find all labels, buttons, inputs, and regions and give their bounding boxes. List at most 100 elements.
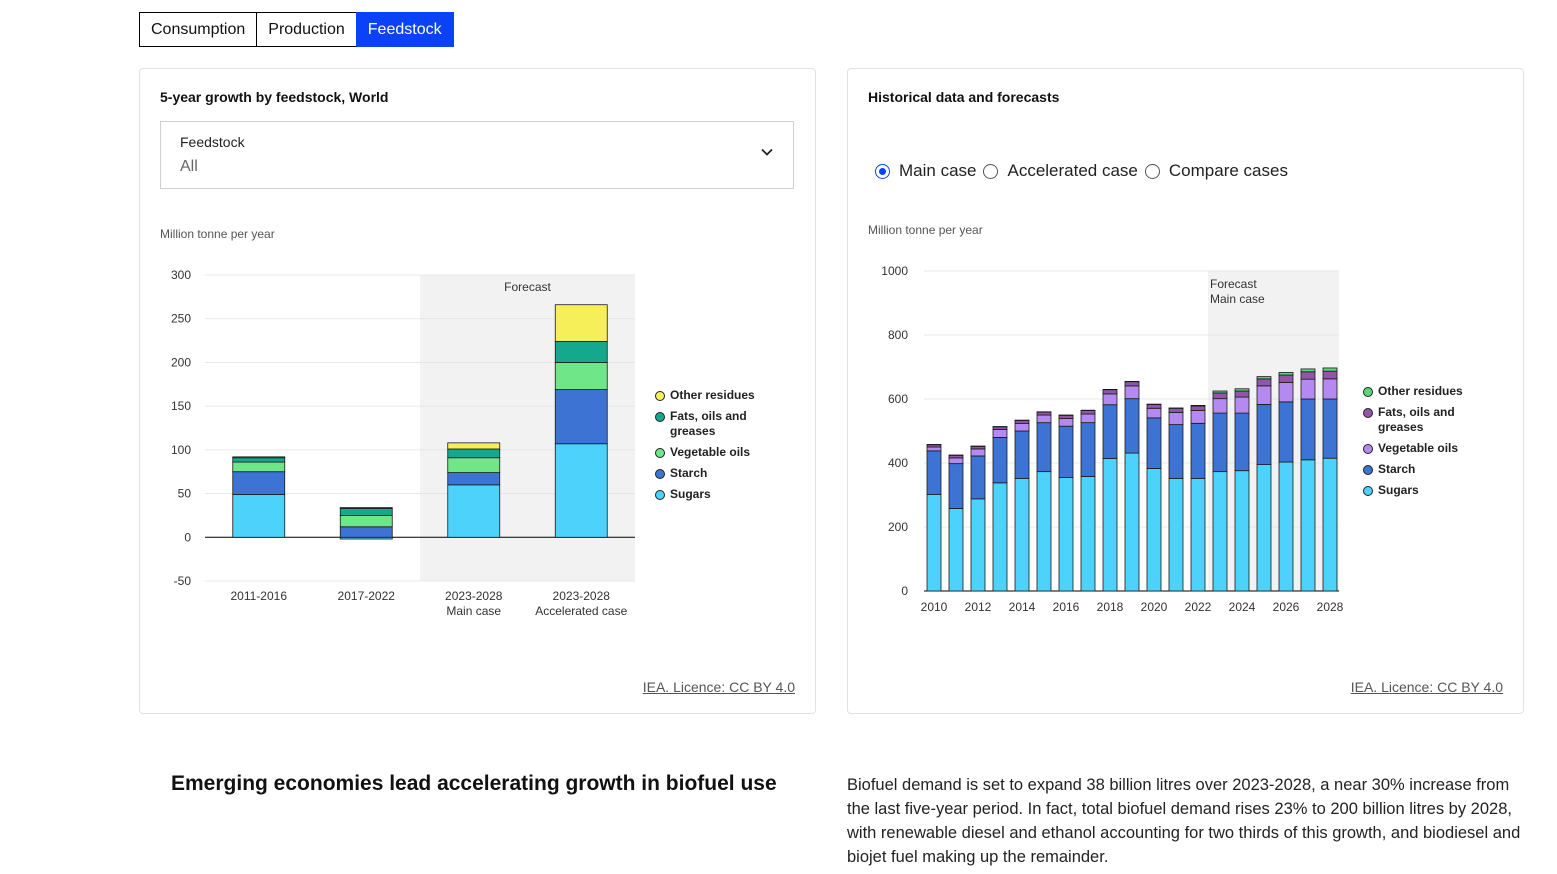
legend-swatch [655, 448, 665, 458]
y-tick-label: 200 [888, 520, 908, 534]
radio-empty-icon [983, 163, 999, 179]
bar-segment [992, 428, 1008, 438]
y-tick-label: -50 [174, 574, 192, 588]
y-tick-label: 200 [171, 355, 191, 369]
bar-segment [1278, 461, 1294, 592]
bar-segment [339, 508, 393, 516]
tab-production[interactable]: Production [256, 12, 357, 47]
bar-segment [1014, 477, 1030, 592]
case-radio-group: Main case Accelerated case Compare cases [875, 161, 1295, 181]
bar-segment [1322, 367, 1338, 372]
article-headline: Emerging economies lead accelerating gro… [171, 772, 777, 795]
bar-segment [1278, 381, 1294, 403]
bar-segment [1190, 477, 1206, 592]
radio-label: Compare cases [1168, 161, 1288, 180]
y-tick-label: 100 [171, 443, 191, 457]
bar-segment [1036, 422, 1052, 473]
tab-feedstock[interactable]: Feedstock [355, 12, 454, 47]
y-tick-label: 250 [171, 312, 191, 326]
bar-segment [1322, 370, 1338, 380]
bar-segment [1146, 404, 1162, 409]
bar-segment [1278, 372, 1294, 376]
bar-segment [970, 498, 986, 592]
x-tick-label: 2023-2028 [445, 589, 503, 603]
x-tick-label: 2020 [1141, 600, 1168, 614]
growth-chart-card: 5-year growth by feedstock, World Feedst… [139, 68, 816, 714]
legend-swatch [1363, 408, 1373, 418]
feedstock-dropdown[interactable]: Feedstock All [160, 121, 794, 189]
legend-label: Starch [670, 466, 708, 480]
radio-accelerated-case[interactable]: Accelerated case [983, 161, 1138, 181]
legend-swatch [655, 391, 665, 401]
bar-segment [447, 457, 501, 473]
bar-segment [1036, 414, 1052, 424]
forecast-label: Main case [1210, 292, 1265, 306]
legend-item: Starch [655, 466, 785, 481]
chevron-down-icon [761, 148, 773, 156]
x-tick-label: 2011-2016 [231, 589, 288, 603]
x-tick-label: Main case [446, 604, 501, 618]
bar-segment [1058, 476, 1074, 592]
bar-segment [1080, 422, 1096, 477]
y-tick-label: 0 [901, 584, 908, 598]
bar-segment [1124, 452, 1140, 592]
bar-segment [1234, 470, 1250, 592]
radio-compare-cases[interactable]: Compare cases [1144, 161, 1288, 181]
bar-segment [1102, 404, 1118, 459]
bar-segment [1036, 411, 1052, 416]
x-tick-label: 2028 [1317, 600, 1344, 614]
licence-link[interactable]: IEA. Licence: CC BY 4.0 [1350, 679, 1503, 695]
bar-segment [554, 341, 608, 363]
bar-segment [1058, 418, 1074, 427]
dropdown-value: All [180, 158, 198, 175]
y-tick-label: 300 [171, 268, 191, 282]
bar-segment [554, 304, 608, 342]
bar-segment [1146, 417, 1162, 469]
x-tick-label: 2017-2022 [338, 589, 396, 603]
forecast-label: Forecast [1210, 277, 1257, 291]
bar-segment [1102, 393, 1118, 406]
legend-item: Other residues [655, 388, 785, 403]
bar-segment [1124, 381, 1140, 387]
bar-segment [1256, 385, 1272, 405]
bar-segment [1322, 457, 1338, 592]
card-title: Historical data and forecasts [868, 89, 1060, 105]
x-tick-label: 2023-2028 [553, 589, 611, 603]
radio-label: Accelerated case [1007, 161, 1138, 180]
tab-consumption[interactable]: Consumption [139, 12, 258, 47]
radio-empty-icon [1144, 163, 1160, 179]
bar-segment [339, 515, 393, 528]
legend-swatch [1363, 444, 1373, 454]
bar-segment [447, 472, 501, 486]
bar-segment [1212, 412, 1228, 473]
bar-segment [232, 461, 286, 473]
bar-segment [1256, 378, 1272, 387]
bar-segment [554, 389, 608, 445]
legend-item: Fats, oils and greases [655, 409, 785, 439]
bar-segment [926, 450, 942, 495]
forecast-region [1208, 271, 1339, 591]
bar-segment [1190, 422, 1206, 479]
x-tick-label: 2012 [965, 600, 992, 614]
legend-label: Other residues [1378, 384, 1463, 398]
y-tick-label: 1000 [881, 264, 908, 278]
bar-segment [1036, 471, 1052, 592]
bar-segment [232, 494, 286, 538]
x-tick-label: 2014 [1009, 600, 1036, 614]
bar-segment [1190, 404, 1206, 407]
legend-item: Other residues [1363, 384, 1493, 399]
bar-segment [447, 484, 501, 538]
bar-segment [1146, 468, 1162, 592]
radio-main-case[interactable]: Main case [875, 161, 976, 181]
legend-label: Sugars [1378, 483, 1419, 497]
legend-swatch [655, 490, 665, 500]
bar-segment [1234, 396, 1250, 414]
bar-segment [1080, 413, 1096, 424]
legend-item: Sugars [655, 487, 785, 502]
legend-item: Sugars [1363, 483, 1493, 498]
bar-segment [1234, 390, 1250, 398]
bar-segment [1102, 458, 1118, 592]
licence-link[interactable]: IEA. Licence: CC BY 4.0 [642, 679, 795, 695]
bar-segment [339, 507, 393, 509]
bar-segment [1190, 405, 1206, 411]
